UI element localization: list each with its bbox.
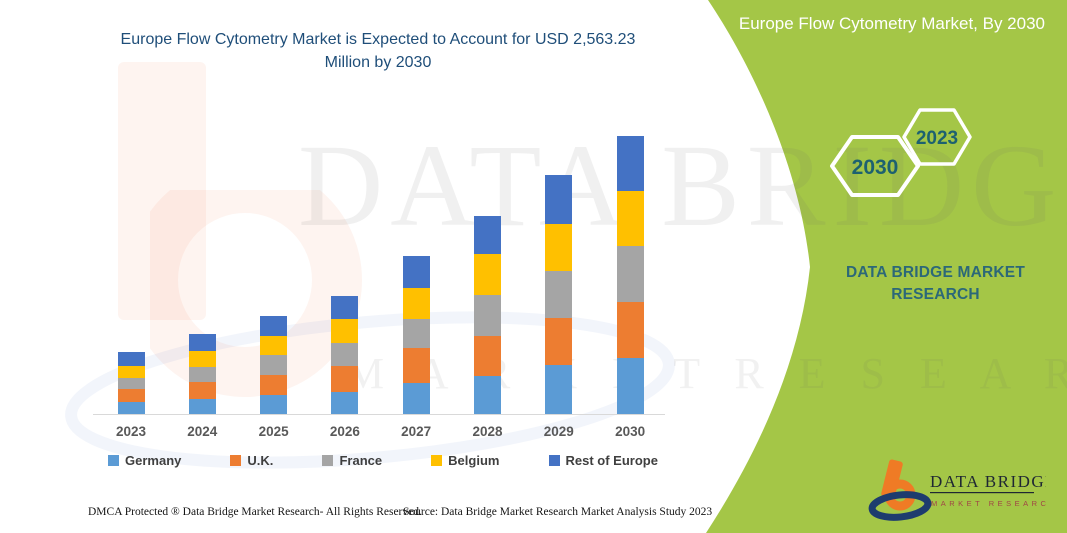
- x-tick-2029: 2029: [543, 424, 574, 439]
- bar-segment-u-k-2024: [188, 382, 216, 399]
- x-axis-labels: 2023 2024 2025 2026 2027 2028 2029 2030: [93, 424, 665, 444]
- bar-2024: [188, 334, 216, 414]
- x-tick-2026: 2026: [329, 424, 360, 439]
- bar-segment-germany-2029: [545, 364, 573, 414]
- bar-segment-france-2025: [260, 355, 288, 375]
- bar-segment-rest-of-europe-2027: [402, 255, 430, 288]
- panel-title: Europe Flow Cytometry Market, By 2030: [738, 14, 1045, 33]
- bar-2027: [402, 255, 430, 414]
- bar-segment-belgium-2024: [188, 350, 216, 367]
- bar-segment-belgium-2026: [331, 318, 359, 343]
- x-tick-2023: 2023: [115, 424, 147, 439]
- legend-item-u-k: U.K.: [230, 453, 273, 468]
- legend-label-belgium: Belgium: [448, 453, 500, 468]
- bar-segment-france-2023: [117, 377, 145, 390]
- bar-segment-france-2030: [616, 245, 644, 303]
- bar-segment-france-2029: [545, 271, 573, 319]
- bar-segment-rest-of-europe-2025: [260, 315, 288, 337]
- footer-dmca: DMCA Protected ® Data Bridge Market Rese…: [88, 506, 422, 518]
- legend-label-u-k: U.K.: [247, 453, 274, 468]
- bar-segment-rest-of-europe-2024: [188, 334, 216, 351]
- bar-segment-belgium-2025: [260, 336, 288, 356]
- legend-label-rest-of-europe: Rest of Europe: [565, 453, 658, 468]
- bar-segment-france-2026: [331, 342, 359, 367]
- brand-wordmark: DATA BRIDGE MARKET RESEARCH: [846, 264, 1025, 304]
- bar-segment-rest-of-europe-2030: [616, 136, 644, 191]
- bar-2028: [474, 216, 501, 414]
- legend-item-germany: Germany: [108, 453, 181, 468]
- legend-swatch-belgium: [431, 455, 443, 466]
- bar-segment-germany-2027: [402, 382, 430, 414]
- bar-segment-germany-2026: [331, 392, 359, 414]
- data-bridge-logo: DATA BRIDGE MARKET RESEARCH: [868, 459, 1046, 521]
- bar-2026: [331, 296, 359, 414]
- bar-segment-u-k-2023: [117, 389, 145, 402]
- bar-segment-france-2024: [188, 366, 216, 383]
- legend-swatch-france: [322, 455, 334, 466]
- hexagon-2023: [902, 108, 972, 166]
- legend-swatch-germany: [108, 455, 119, 466]
- legend-swatch-u-k: [230, 455, 242, 466]
- bar-segment-belgium-2028: [474, 253, 501, 295]
- bar-2030: [616, 136, 644, 414]
- bar-segment-u-k-2029: [545, 318, 573, 365]
- bar-segment-u-k-2025: [260, 374, 288, 395]
- stacked-bar-plot: [93, 114, 665, 415]
- hexagon-2030-label: 2030: [852, 156, 899, 179]
- legend-label-france: France: [339, 453, 383, 468]
- bar-segment-u-k-2026: [331, 366, 359, 393]
- bar-segment-germany-2025: [260, 394, 288, 414]
- x-tick-2024: 2024: [187, 424, 218, 439]
- bar-2023: [117, 352, 145, 414]
- footer-source: Source: Data Bridge Market Research Mark…: [403, 506, 713, 518]
- legend-label-germany: Germany: [125, 453, 182, 468]
- bar-segment-germany-2028: [474, 375, 501, 414]
- bar-segment-germany-2024: [188, 398, 216, 414]
- bar-segment-u-k-2027: [402, 348, 430, 383]
- bar-segment-germany-2030: [616, 358, 644, 414]
- hexagon-2030: [830, 135, 920, 197]
- x-tick-2027: 2027: [401, 424, 432, 439]
- logo-title: DATA BRIDGE: [930, 472, 1046, 491]
- logo-underline: [930, 492, 1034, 494]
- bar-segment-belgium-2027: [402, 287, 430, 320]
- legend-item-rest-of-europe: Rest of Europe: [548, 453, 658, 468]
- x-tick-2030: 2030: [615, 424, 646, 439]
- logo-subtitle: MARKET RESEARCH: [931, 499, 1046, 508]
- legend-item-france: France: [322, 453, 382, 468]
- green-panel-shape: [706, 0, 1067, 533]
- bar-segment-rest-of-europe-2026: [331, 296, 359, 319]
- chart-legend: Germany U.K. France Belgium Rest of Europe: [108, 453, 658, 468]
- bar-segment-rest-of-europe-2028: [474, 216, 501, 254]
- bar-segment-france-2027: [402, 319, 430, 349]
- hexagon-badges: 2030 2023: [830, 108, 972, 197]
- bar-2029: [545, 174, 573, 414]
- bar-segment-rest-of-europe-2029: [545, 174, 573, 224]
- bar-segment-belgium-2023: [117, 366, 145, 378]
- chart-title: Europe Flow Cytometry Market is Expected…: [120, 31, 636, 72]
- legend-swatch-rest-of-europe: [548, 455, 560, 466]
- bar-segment-u-k-2030: [616, 302, 644, 359]
- bar-segment-france-2028: [474, 294, 501, 337]
- logo-swoosh: [868, 491, 932, 521]
- legend-item-belgium: Belgium: [431, 453, 499, 468]
- bar-segment-belgium-2029: [545, 223, 573, 272]
- x-tick-2025: 2025: [258, 424, 289, 439]
- x-tick-2028: 2028: [472, 424, 503, 439]
- bar-segment-germany-2023: [117, 401, 145, 414]
- bar-2025: [260, 315, 288, 414]
- bar-segment-u-k-2028: [474, 336, 501, 376]
- bar-segment-belgium-2030: [616, 190, 644, 246]
- hexagon-2023-label: 2023: [916, 128, 958, 149]
- bar-segment-rest-of-europe-2023: [117, 352, 145, 367]
